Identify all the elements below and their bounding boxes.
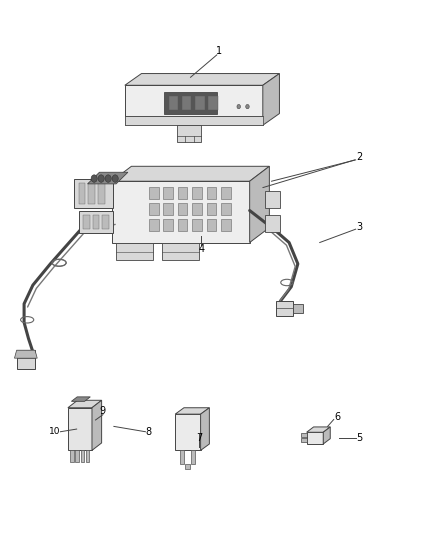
Text: 8: 8 [146,427,152,437]
Polygon shape [93,215,99,229]
Text: 4: 4 [198,245,205,254]
Polygon shape [112,166,269,181]
Polygon shape [207,187,216,199]
Polygon shape [149,187,159,199]
Polygon shape [163,187,173,199]
Text: 1: 1 [216,46,222,55]
Polygon shape [276,301,293,316]
Polygon shape [175,408,209,414]
Polygon shape [71,397,90,401]
Polygon shape [149,219,159,231]
Circle shape [91,175,97,182]
Polygon shape [86,450,89,462]
Polygon shape [164,92,217,114]
Text: 5: 5 [356,433,362,443]
Polygon shape [14,350,37,358]
Polygon shape [221,187,231,199]
Circle shape [112,175,118,182]
Polygon shape [191,450,195,464]
Polygon shape [169,96,178,110]
Polygon shape [201,408,209,450]
Polygon shape [70,450,74,462]
Polygon shape [88,172,128,184]
Polygon shape [125,116,263,125]
Text: 6: 6 [334,412,340,422]
Polygon shape [175,414,201,450]
Polygon shape [68,408,92,450]
Polygon shape [192,187,202,199]
Polygon shape [195,96,205,110]
Polygon shape [149,203,159,215]
Circle shape [98,175,104,182]
Text: 9: 9 [100,407,106,416]
Polygon shape [116,243,153,260]
Polygon shape [17,350,35,369]
Circle shape [237,104,240,109]
Polygon shape [192,203,202,215]
Text: 10: 10 [49,427,60,436]
Text: 2: 2 [356,152,362,162]
Polygon shape [323,427,330,444]
Polygon shape [207,219,216,231]
Polygon shape [221,219,231,231]
Polygon shape [293,304,303,313]
Polygon shape [163,219,173,231]
Polygon shape [192,219,202,231]
Polygon shape [185,464,190,469]
Polygon shape [79,183,85,204]
Polygon shape [88,183,95,204]
Polygon shape [178,187,187,199]
Polygon shape [180,450,184,464]
Text: 7: 7 [196,433,202,443]
Polygon shape [75,450,79,462]
Polygon shape [125,85,263,125]
Polygon shape [250,166,269,243]
Polygon shape [68,400,102,408]
Polygon shape [112,181,250,243]
Polygon shape [207,203,216,215]
Polygon shape [263,74,279,125]
Polygon shape [74,179,113,208]
Polygon shape [163,203,173,215]
Polygon shape [102,215,109,229]
Polygon shape [265,215,280,232]
Polygon shape [98,183,105,204]
Circle shape [105,175,111,182]
Polygon shape [81,450,84,462]
Polygon shape [307,432,323,444]
Polygon shape [301,438,307,442]
Polygon shape [178,203,187,215]
Polygon shape [301,433,307,437]
Polygon shape [265,191,280,208]
Polygon shape [162,243,199,260]
Polygon shape [208,96,218,110]
Polygon shape [83,215,90,229]
Polygon shape [182,96,191,110]
Circle shape [246,104,249,109]
Polygon shape [307,427,330,432]
Text: 3: 3 [356,222,362,231]
Polygon shape [177,125,201,142]
Polygon shape [125,74,279,85]
Polygon shape [79,211,113,233]
Polygon shape [178,219,187,231]
Polygon shape [221,203,231,215]
Polygon shape [92,400,102,450]
